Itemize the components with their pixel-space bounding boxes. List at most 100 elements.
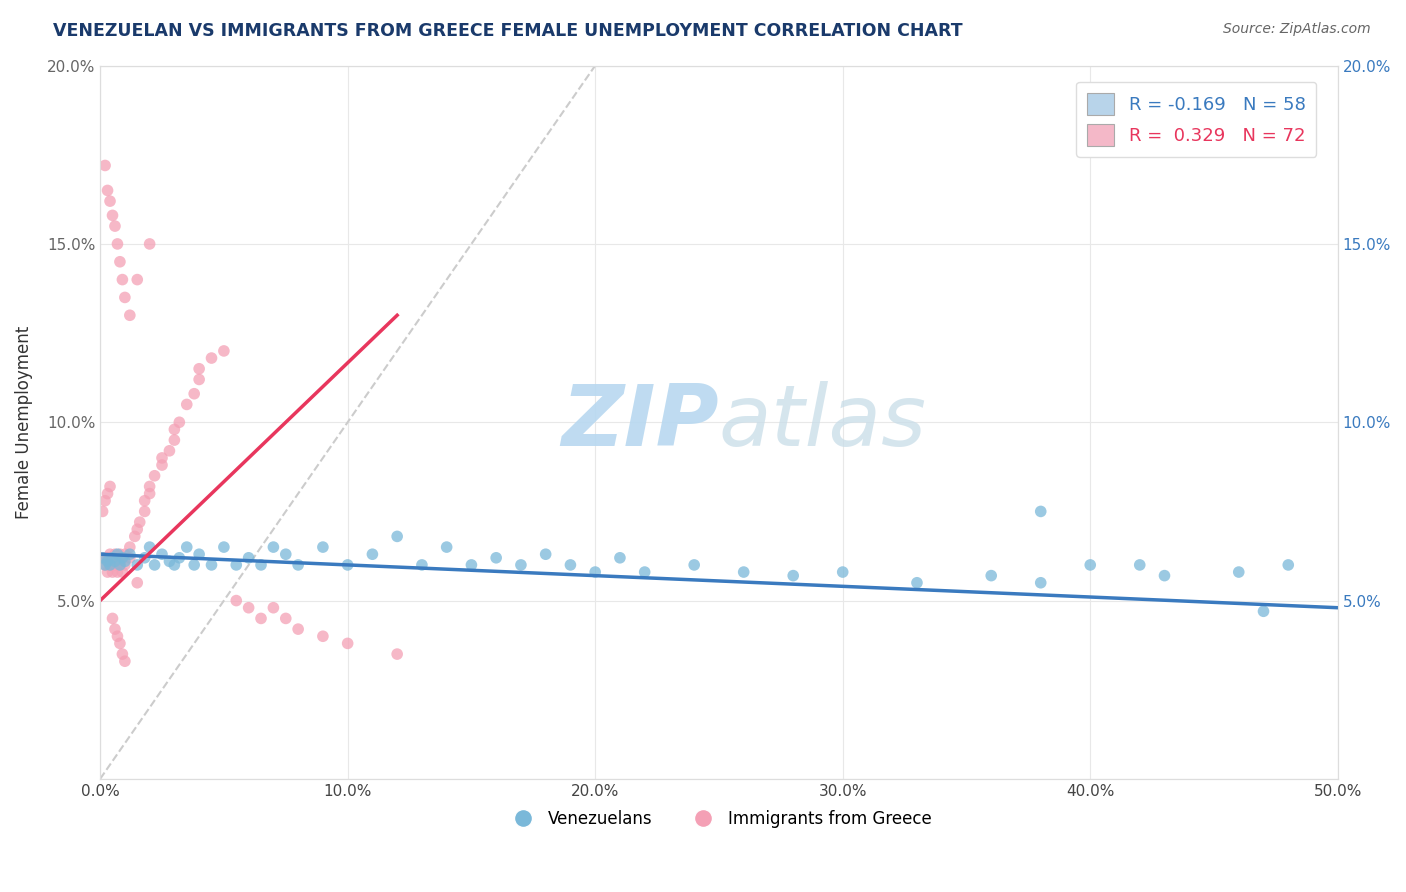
Point: [150, 458, 173, 472]
Point: [583, 565, 606, 579]
Point: [127, 522, 149, 536]
Point: [98, 558, 121, 572]
Point: [143, 468, 166, 483]
Point: [111, 550, 134, 565]
Point: [107, 547, 129, 561]
Text: VENEZUELAN VS IMMIGRANTS FROM GREECE FEMALE UNEMPLOYMENT CORRELATION CHART: VENEZUELAN VS IMMIGRANTS FROM GREECE FEM…: [53, 22, 963, 40]
Point: [385, 647, 408, 661]
Point: [108, 547, 131, 561]
Point: [127, 575, 149, 590]
Point: [188, 372, 211, 386]
Point: [107, 550, 129, 565]
Point: [361, 547, 384, 561]
Point: [91, 550, 114, 565]
Point: [200, 558, 222, 572]
Point: [1227, 565, 1250, 579]
Point: [238, 550, 260, 565]
Point: [107, 629, 129, 643]
Point: [905, 575, 928, 590]
Point: [683, 558, 706, 572]
Point: [104, 622, 127, 636]
Point: [94, 158, 117, 172]
Point: [118, 308, 141, 322]
Point: [1277, 558, 1299, 572]
Point: [176, 540, 198, 554]
Point: [1129, 558, 1152, 572]
Point: [124, 529, 146, 543]
Point: [274, 611, 297, 625]
Point: [101, 550, 124, 565]
Point: [128, 515, 150, 529]
Point: [143, 558, 166, 572]
Point: [134, 504, 156, 518]
Point: [411, 558, 433, 572]
Point: [138, 236, 160, 251]
Point: [104, 558, 127, 572]
Point: [287, 622, 309, 636]
Point: [134, 493, 156, 508]
Point: [101, 208, 124, 222]
Point: [733, 565, 755, 579]
Point: [98, 194, 121, 208]
Point: [114, 547, 136, 561]
Point: [94, 558, 117, 572]
Point: [1253, 604, 1275, 618]
Point: [336, 636, 359, 650]
Point: [183, 558, 205, 572]
Point: [118, 550, 141, 565]
Point: [509, 558, 531, 572]
Point: [287, 558, 309, 572]
Point: [225, 593, 247, 607]
Point: [1153, 568, 1175, 582]
Point: [169, 550, 191, 565]
Point: [98, 547, 121, 561]
Point: [188, 547, 211, 561]
Point: [163, 558, 186, 572]
Text: Source: ZipAtlas.com: Source: ZipAtlas.com: [1223, 22, 1371, 37]
Point: [262, 600, 284, 615]
Point: [91, 504, 114, 518]
Point: [107, 236, 129, 251]
Point: [336, 558, 359, 572]
Point: [980, 568, 1002, 582]
Point: [114, 558, 136, 572]
Point: [96, 550, 118, 565]
Text: atlas: atlas: [718, 381, 927, 464]
Point: [118, 540, 141, 554]
Point: [91, 550, 114, 565]
Point: [101, 611, 124, 625]
Point: [385, 529, 408, 543]
Legend: Venezuelans, Immigrants from Greece: Venezuelans, Immigrants from Greece: [499, 804, 938, 835]
Point: [436, 540, 458, 554]
Point: [108, 558, 131, 572]
Point: [312, 629, 335, 643]
Point: [127, 272, 149, 286]
Point: [169, 415, 191, 429]
Point: [262, 540, 284, 554]
Point: [96, 565, 118, 579]
Point: [104, 547, 127, 561]
Point: [150, 450, 173, 465]
Point: [111, 272, 134, 286]
Point: [1078, 558, 1101, 572]
Point: [225, 558, 247, 572]
Point: [831, 565, 853, 579]
Point: [163, 433, 186, 447]
Point: [609, 550, 631, 565]
Point: [114, 654, 136, 668]
Point: [101, 565, 124, 579]
Point: [188, 361, 211, 376]
Point: [96, 554, 118, 568]
Point: [94, 558, 117, 572]
Point: [460, 558, 482, 572]
Point: [98, 558, 121, 572]
Point: [111, 647, 134, 661]
Point: [159, 443, 181, 458]
Point: [114, 290, 136, 304]
Point: [104, 554, 127, 568]
Point: [159, 554, 181, 568]
Point: [138, 540, 160, 554]
Point: [108, 636, 131, 650]
Point: [101, 550, 124, 565]
Point: [104, 219, 127, 233]
